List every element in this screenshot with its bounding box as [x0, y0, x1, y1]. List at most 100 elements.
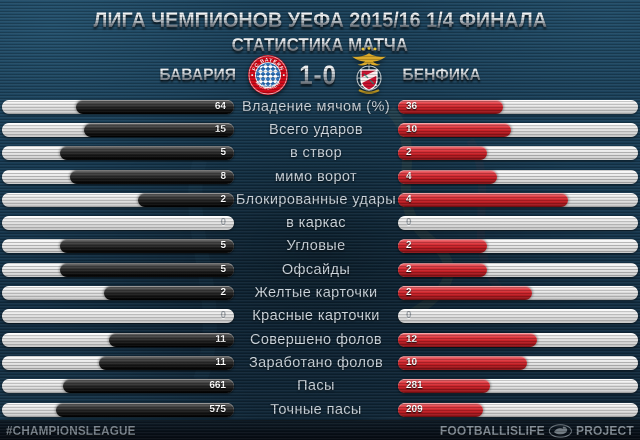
home-bar-fill: 8: [70, 169, 234, 184]
home-bar-track: 5: [2, 262, 234, 277]
home-value: 11: [215, 356, 226, 368]
stat-label: Точные пасы: [270, 401, 362, 418]
match-header: БАВАРИЯ: [0, 46, 640, 96]
home-value: 8: [220, 170, 226, 182]
stat-row: 5 Офсайды 2: [0, 258, 640, 281]
stat-row: 5 в створ 2: [0, 142, 640, 165]
stat-label: Совершено фолов: [249, 331, 383, 348]
benfica-crest-icon: [348, 46, 390, 96]
home-bar-track: 0: [2, 216, 234, 231]
stat-row: 11 Заработано фолов 10: [0, 351, 640, 374]
away-value: 36: [406, 100, 418, 112]
away-bar-track: 2: [398, 239, 638, 254]
away-bar-track: 12: [398, 332, 638, 347]
away-bar-fill: 2: [398, 262, 488, 277]
home-bar-track: 15: [2, 122, 234, 137]
away-bar-track: 281: [398, 379, 638, 394]
stats-list: 64 Владение мячом (%) 36 15 Всего ударов 10 5 в…: [0, 95, 640, 421]
home-bar-track: 661: [2, 379, 234, 394]
away-value: 209: [406, 403, 423, 415]
stat-label: Желтые карточки: [254, 285, 378, 302]
away-team-name: БЕНФИКА: [402, 65, 481, 84]
subtitle-row: СТАТИСТИКА МАТЧА: [0, 35, 640, 57]
away-value: 2: [406, 147, 412, 159]
away-bar-fill: 10: [398, 122, 512, 137]
home-bar-fill: 5: [60, 239, 234, 254]
home-bar-fill: 5: [60, 262, 234, 277]
home-bar-track: 575: [2, 402, 234, 417]
svg-text:MÜNCHEN: MÜNCHEN: [254, 80, 282, 92]
home-bar-track: 0: [2, 309, 234, 324]
away-bar-track: 2: [398, 262, 638, 277]
away-bar-fill: 4: [398, 169, 498, 184]
stat-label: Красные карточки: [252, 308, 380, 325]
home-team-name: БАВАРИЯ: [159, 65, 236, 84]
home-value: 2: [220, 193, 226, 205]
page-subtitle: СТАТИСТИКА МАТЧА: [231, 35, 409, 55]
away-bar-track: 0: [398, 216, 638, 231]
home-value: 5: [220, 263, 226, 275]
away-value: 0: [406, 310, 412, 322]
away-bar-fill: 209: [398, 402, 484, 417]
stat-row: 2 Желтые карточки 2: [0, 281, 640, 304]
bird-logo-icon: [549, 423, 573, 438]
home-bar-track: 11: [2, 355, 234, 370]
home-bar-fill: 11: [99, 355, 234, 370]
away-bar-track: 4: [398, 169, 638, 184]
brand-name-label: FOOTBALLISLIFE: [440, 423, 545, 438]
away-value: 281: [406, 380, 423, 392]
stat-label: Всего ударов: [269, 121, 363, 138]
home-bar-fill: 2: [104, 286, 234, 301]
home-bar-track: 64: [2, 99, 234, 114]
stat-row: 575 Точные пасы 209: [0, 398, 640, 421]
home-bar-track: 5: [2, 146, 234, 161]
away-value: 2: [406, 287, 412, 299]
stat-label: мимо ворот: [274, 168, 358, 185]
away-bar-track: 10: [398, 122, 638, 137]
stat-label: Владение мячом (%): [241, 98, 391, 115]
home-value: 11: [215, 333, 226, 345]
home-value: 575: [209, 403, 226, 415]
home-bar-fill: 575: [56, 402, 234, 417]
home-value: 64: [214, 100, 226, 112]
stat-label: Блокированные удары: [235, 191, 397, 208]
stat-label: Заработано фолов: [248, 354, 384, 371]
brand-suffix-label: PROJECT: [576, 423, 634, 438]
stat-row: 8 мимо ворот 4: [0, 165, 640, 188]
home-bar-fill: 64: [75, 99, 234, 114]
away-bar-track: 10: [398, 355, 638, 370]
away-bar-fill: 281: [398, 379, 490, 394]
away-bar-fill: 2: [398, 286, 533, 301]
away-value: 2: [406, 240, 412, 252]
home-bar-fill: 661: [62, 379, 234, 394]
home-value: 5: [220, 147, 226, 159]
away-value: 0: [406, 217, 412, 229]
away-value: 4: [406, 193, 412, 205]
away-bar-track: 209: [398, 402, 638, 417]
home-bar-fill: 2: [138, 192, 234, 207]
stat-row: 0 Красные карточки 0: [0, 305, 640, 328]
stat-label: в створ: [289, 145, 343, 162]
home-value: 661: [209, 380, 226, 392]
away-bar-fill: 2: [398, 239, 488, 254]
footer-bar: #CHAMPIONSLEAGUE FOOTBALLISLIFE PROJECT: [0, 421, 640, 440]
home-value: 15: [214, 123, 226, 135]
away-value: 10: [406, 356, 418, 368]
home-value: 0: [220, 310, 226, 322]
stat-label: Пасы: [297, 378, 335, 395]
match-score: 1-0: [299, 59, 337, 90]
header: ЛИГА ЧЕМПИОНОВ УЕФА 2015/16 1/4 ФИНАЛА С…: [0, 0, 640, 95]
away-bar-fill: 10: [398, 355, 528, 370]
away-bar-track: 36: [398, 99, 638, 114]
stat-label: в каркас: [286, 215, 346, 232]
stat-row: 2 Блокированные удары 4: [0, 188, 640, 211]
home-bar-track: 2: [2, 286, 234, 301]
away-value: 4: [406, 170, 412, 182]
away-bar-track: 2: [398, 146, 638, 161]
away-bar-fill: 2: [398, 146, 488, 161]
away-value: 10: [406, 123, 418, 135]
home-value: 2: [220, 287, 226, 299]
home-value: 5: [220, 240, 226, 252]
away-bar-track: 4: [398, 192, 638, 207]
